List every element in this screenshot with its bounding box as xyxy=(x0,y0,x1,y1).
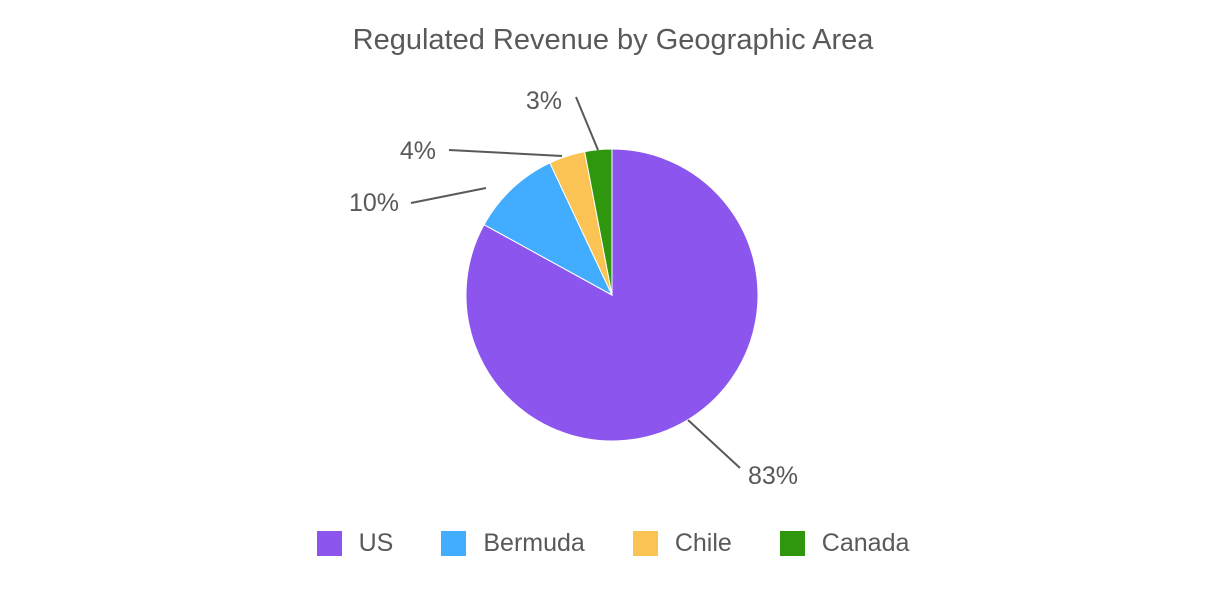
legend-item-canada[interactable]: Canada xyxy=(779,529,910,558)
legend-swatch xyxy=(779,531,805,556)
legend-label: Bermuda xyxy=(483,529,585,557)
data-label: 10% xyxy=(349,189,399,217)
data-label: 3% xyxy=(526,87,562,115)
legend-swatch xyxy=(441,531,467,556)
data-label: 4% xyxy=(400,137,436,165)
data-label: 83% xyxy=(748,462,798,490)
leader-line xyxy=(687,419,741,469)
legend-label: US xyxy=(358,529,394,557)
legend-swatch xyxy=(316,531,342,556)
leader-line xyxy=(410,187,487,204)
legend-label: Chile xyxy=(674,529,732,557)
leader-line xyxy=(448,149,563,157)
legend-item-bermuda[interactable]: Bermuda xyxy=(441,529,585,558)
pie-slice-bermuda[interactable] xyxy=(483,162,614,297)
legend-swatch xyxy=(632,531,658,556)
legend-item-chile[interactable]: Chile xyxy=(632,529,732,558)
chart-title: Regulated Revenue by Geographic Area xyxy=(352,24,874,56)
legend-item-us[interactable]: US xyxy=(316,529,394,558)
leader-line xyxy=(575,96,599,151)
legend-label: Canada xyxy=(821,529,910,557)
legend: US Bermuda Chile Canada xyxy=(0,529,1226,558)
